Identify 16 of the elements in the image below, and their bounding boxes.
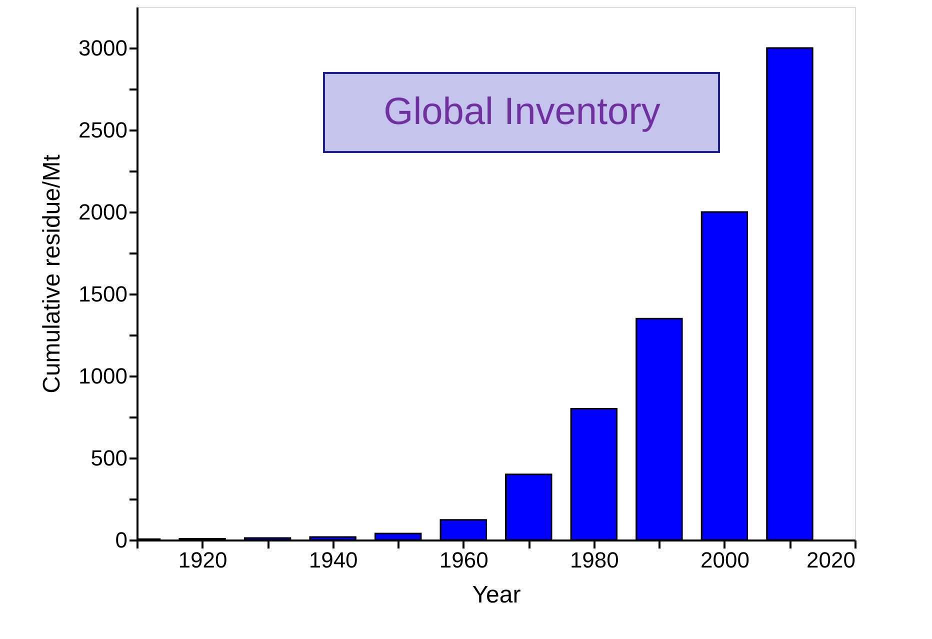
x-tick-label: 1960 [439, 548, 488, 572]
y-tick-label: 2500 [78, 118, 128, 142]
annotation: Global Inventory [384, 91, 660, 133]
y-tick-label: 2000 [78, 200, 128, 224]
x-tick-label: 2020 [806, 548, 856, 572]
y-tick-label: 1000 [78, 364, 128, 388]
y-tick-label: 1500 [78, 282, 128, 306]
y-tick-label: 0 [115, 528, 128, 552]
x-tick-label: 2000 [700, 548, 750, 572]
y-tick-label: 3000 [78, 36, 128, 60]
x-tick-label: 1980 [570, 548, 619, 572]
y-axis-title: Cumulative residue/Mt [38, 154, 66, 394]
y-tick-label: 500 [90, 446, 128, 470]
x-tick-label: 1920 [178, 548, 228, 572]
x-tick-label: 1940 [308, 548, 358, 572]
x-axis-title: Year [472, 582, 521, 608]
